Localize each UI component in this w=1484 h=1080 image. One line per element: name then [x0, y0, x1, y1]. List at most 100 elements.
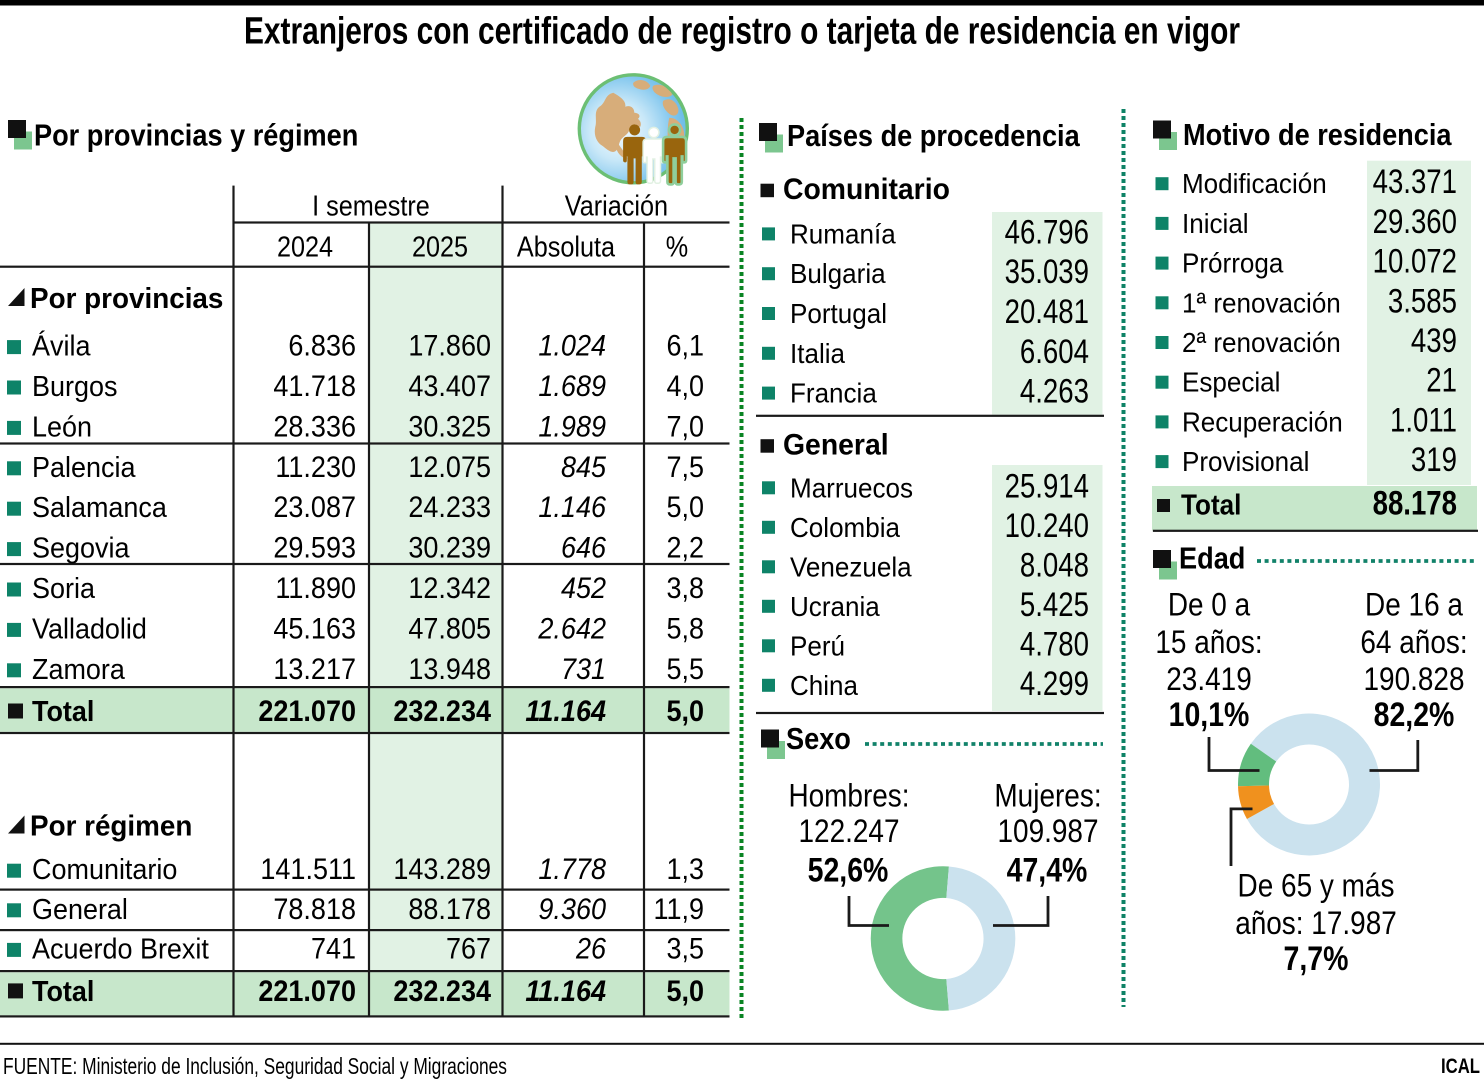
svg-text:4.299: 4.299 — [1020, 665, 1089, 703]
svg-text:35.039: 35.039 — [1005, 253, 1089, 291]
svg-text:2.642: 2.642 — [537, 612, 606, 645]
svg-text:Inicial: Inicial — [1182, 208, 1249, 239]
svg-text:1.689: 1.689 — [538, 370, 606, 403]
svg-text:221.070: 221.070 — [258, 975, 356, 1008]
svg-text:Italia: Italia — [790, 338, 845, 369]
svg-text:29.360: 29.360 — [1373, 203, 1457, 241]
svg-text:1.778: 1.778 — [538, 853, 606, 886]
svg-text:Valladolid: Valladolid — [32, 613, 147, 645]
svg-text:años: 17.987: años: 17.987 — [1235, 905, 1397, 941]
svg-text:88.178: 88.178 — [1373, 485, 1457, 523]
svg-text:82,2%: 82,2% — [1374, 696, 1455, 734]
svg-text:47,4%: 47,4% — [1007, 852, 1088, 890]
svg-text:24.233: 24.233 — [408, 491, 491, 524]
svg-text:5,8: 5,8 — [667, 612, 705, 645]
svg-text:Marruecos: Marruecos — [790, 472, 913, 503]
svg-text:Acuerdo Brexit: Acuerdo Brexit — [32, 933, 209, 965]
svg-text:Por provincias: Por provincias — [30, 283, 223, 315]
svg-text:12.342: 12.342 — [408, 572, 491, 605]
svg-text:Venezuela: Venezuela — [790, 551, 912, 582]
svg-text:10,1%: 10,1% — [1169, 696, 1250, 734]
svg-text:4.263: 4.263 — [1020, 373, 1089, 411]
svg-text:9.360: 9.360 — [538, 893, 606, 926]
svg-text:28.336: 28.336 — [273, 410, 356, 443]
svg-text:I semestre: I semestre — [312, 190, 430, 222]
svg-text:11,9: 11,9 — [654, 893, 705, 926]
svg-text:11.164: 11.164 — [525, 695, 606, 728]
svg-text:Bulgaria: Bulgaria — [790, 258, 886, 289]
svg-text:452: 452 — [561, 572, 606, 605]
svg-text:Soria: Soria — [32, 573, 96, 605]
svg-text:11.890: 11.890 — [275, 572, 356, 605]
svg-text:741: 741 — [311, 932, 356, 965]
svg-text:13.217: 13.217 — [273, 653, 356, 686]
svg-text:Ucrania: Ucrania — [790, 591, 880, 622]
svg-text:6.836: 6.836 — [288, 330, 356, 363]
svg-text:Colombia: Colombia — [790, 512, 900, 543]
svg-text:109.987: 109.987 — [998, 813, 1099, 849]
svg-text:Por provincias y régimen: Por provincias y régimen — [34, 119, 358, 153]
svg-text:5,0: 5,0 — [667, 695, 705, 728]
svg-text:2ª renovación: 2ª renovación — [1182, 327, 1341, 358]
svg-text:6,1: 6,1 — [667, 330, 705, 363]
svg-text:7,0: 7,0 — [667, 410, 705, 443]
svg-text:43.407: 43.407 — [408, 370, 491, 403]
svg-text:52,6%: 52,6% — [808, 852, 889, 890]
svg-text:Salamanca: Salamanca — [32, 492, 168, 524]
svg-text:1.011: 1.011 — [1390, 401, 1457, 439]
svg-text:2024: 2024 — [277, 232, 333, 264]
svg-text:Especial: Especial — [1182, 367, 1280, 398]
svg-text:11.164: 11.164 — [525, 975, 606, 1008]
svg-text:439: 439 — [1411, 322, 1457, 360]
svg-text:845: 845 — [561, 451, 606, 484]
svg-text:646: 646 — [561, 532, 606, 565]
svg-text:Edad: Edad — [1179, 542, 1245, 576]
svg-text:Portugal: Portugal — [790, 298, 887, 329]
svg-text:232.234: 232.234 — [393, 695, 491, 728]
svg-text:Palencia: Palencia — [32, 452, 136, 484]
svg-text:13.948: 13.948 — [408, 653, 491, 686]
svg-text:221.070: 221.070 — [258, 695, 356, 728]
svg-text:141.511: 141.511 — [260, 853, 356, 886]
svg-text:64 años:: 64 años: — [1360, 624, 1467, 660]
svg-text:Hombres:: Hombres: — [788, 777, 909, 813]
svg-text:General: General — [32, 894, 128, 926]
svg-text:8.048: 8.048 — [1020, 546, 1089, 584]
svg-text:6.604: 6.604 — [1020, 333, 1089, 371]
svg-text:Ávila: Ávila — [32, 330, 91, 363]
svg-text:Sexo: Sexo — [786, 722, 851, 756]
svg-text:17.860: 17.860 — [408, 330, 491, 363]
svg-text:2025: 2025 — [412, 232, 468, 264]
svg-text:10.240: 10.240 — [1005, 507, 1089, 545]
svg-text:China: China — [790, 670, 858, 701]
svg-text:143.289: 143.289 — [393, 853, 491, 886]
svg-text:Rumanía: Rumanía — [790, 218, 896, 249]
svg-text:46.796: 46.796 — [1005, 213, 1089, 251]
svg-text:3,5: 3,5 — [667, 932, 705, 965]
svg-text:5.425: 5.425 — [1020, 586, 1089, 624]
svg-text:Burgos: Burgos — [32, 371, 118, 403]
svg-text:7,5: 7,5 — [667, 451, 705, 484]
svg-text:11.230: 11.230 — [275, 451, 356, 484]
svg-text:De 65 y más: De 65 y más — [1238, 867, 1395, 903]
svg-text:23.087: 23.087 — [273, 491, 356, 524]
svg-text:%: % — [666, 232, 688, 264]
svg-text:122.247: 122.247 — [799, 813, 900, 849]
svg-text:5,5: 5,5 — [667, 653, 705, 686]
svg-text:1,3: 1,3 — [667, 853, 705, 886]
svg-text:Comunitario: Comunitario — [783, 173, 950, 206]
svg-text:88.178: 88.178 — [408, 893, 491, 926]
svg-text:23.419: 23.419 — [1166, 661, 1252, 697]
svg-text:10.072: 10.072 — [1373, 243, 1457, 281]
svg-text:12.075: 12.075 — [408, 451, 491, 484]
svg-text:78.818: 78.818 — [273, 893, 356, 926]
svg-text:Zamora: Zamora — [32, 654, 126, 686]
svg-text:30.239: 30.239 — [408, 532, 491, 565]
svg-text:Por régimen: Por régimen — [30, 810, 192, 842]
svg-text:Países de procedencia: Países de procedencia — [787, 119, 1081, 153]
svg-text:21: 21 — [1426, 362, 1457, 400]
svg-text:Variación: Variación — [565, 190, 668, 222]
svg-text:Perú: Perú — [790, 630, 845, 661]
svg-text:Total: Total — [32, 696, 94, 728]
svg-text:29.593: 29.593 — [273, 532, 356, 565]
